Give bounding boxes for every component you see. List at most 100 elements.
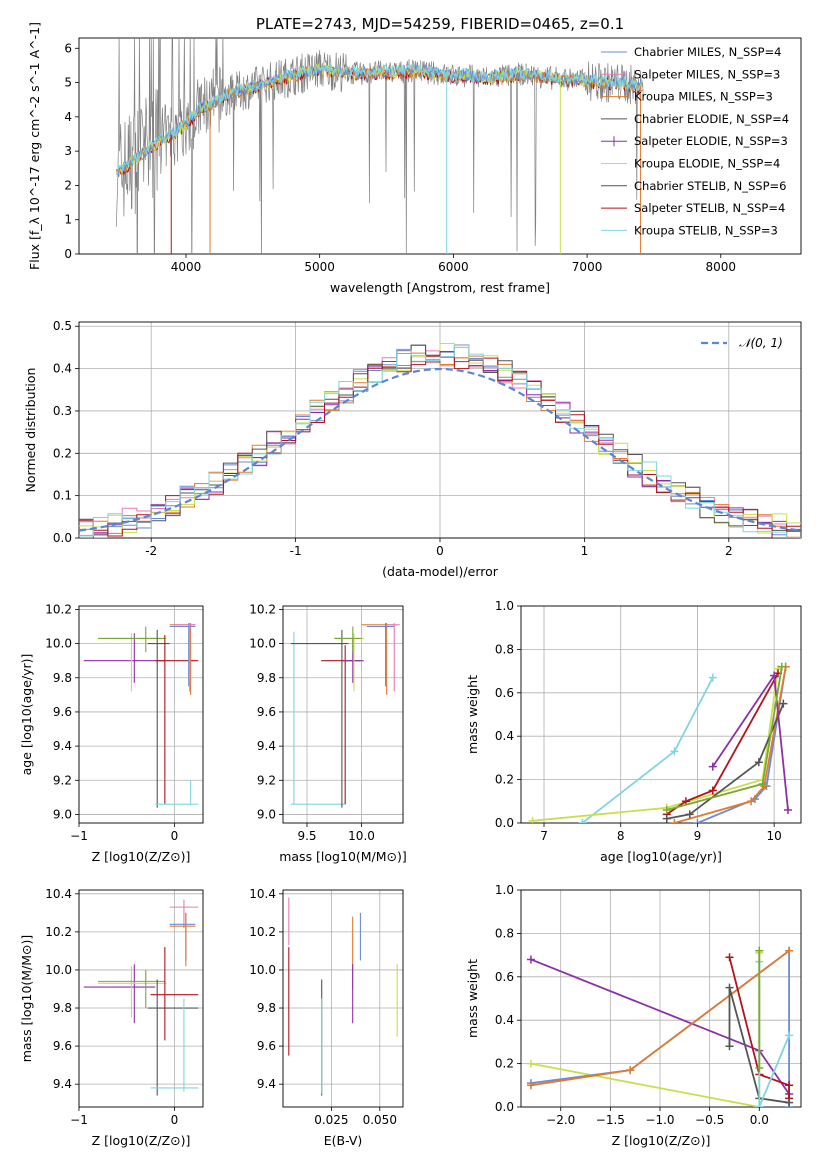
x-tick-label: 4000 bbox=[171, 260, 202, 274]
weight-marker bbox=[670, 819, 679, 823]
y-axis-label: age [log10(age/yr)] bbox=[19, 654, 34, 776]
y-tick-label: 0.3 bbox=[53, 404, 72, 418]
y-tick-label: 9.2 bbox=[53, 773, 72, 787]
y-tick-label: 9.0 bbox=[257, 807, 276, 821]
weight-line-salpeter_stelib bbox=[728, 957, 790, 1099]
weight-marker bbox=[779, 699, 788, 708]
x-tick-label: 9 bbox=[694, 829, 702, 843]
axes-frame bbox=[282, 605, 404, 824]
model-kroupa_stelib bbox=[115, 63, 644, 176]
y-tick-label: 9.4 bbox=[257, 1077, 276, 1091]
y-tick-label: 0.0 bbox=[53, 531, 72, 545]
y-tick-label: 0.0 bbox=[495, 816, 514, 830]
panel-weight_vs_age: 7 8 9 10 0.0 0.2 0.4 0.6 0.8 1.0 age [log10(age/yr… bbox=[465, 599, 802, 864]
x-tick-label: -1 bbox=[290, 544, 302, 558]
legend-label: Chabrier MILES, N_SSP=4 bbox=[634, 45, 781, 59]
y-tick-label: 0 bbox=[64, 247, 72, 261]
axes-frame bbox=[78, 889, 204, 1108]
weight-marker bbox=[747, 797, 756, 806]
x-axis-label: mass [log10(M/M⊙)] bbox=[279, 849, 407, 864]
weight-marker bbox=[777, 662, 786, 671]
legend-label: Chabrier ELODIE, N_SSP=4 bbox=[634, 112, 789, 126]
weight-marker bbox=[708, 673, 717, 682]
y-tick-label: 10.4 bbox=[249, 887, 276, 901]
figure-title: PLATE=2743, MJD=54259, FIBERID=0465, z=0… bbox=[256, 15, 624, 33]
y-tick-label: 0.8 bbox=[495, 926, 514, 940]
y-tick-label: 10.2 bbox=[45, 602, 72, 616]
y-tick-label: 5 bbox=[64, 76, 72, 90]
y-axis-label: mass weight bbox=[465, 675, 480, 754]
weight-marker bbox=[770, 671, 779, 680]
y-tick-label: 0.6 bbox=[495, 686, 514, 700]
axes-frame bbox=[78, 605, 204, 824]
x-axis-label: (data-model)/error bbox=[382, 564, 499, 579]
x-tick-label: 8 bbox=[617, 829, 625, 843]
weight-marker bbox=[708, 762, 717, 771]
x-tick-label: −2.0 bbox=[546, 1113, 575, 1127]
x-tick-label: 8000 bbox=[706, 260, 737, 274]
x-tick-label: 0.025 bbox=[314, 1113, 348, 1127]
legend: 𝒩(0, 1) bbox=[701, 336, 783, 350]
x-axis-label: Z [log10(Z/Z⊙)] bbox=[92, 849, 191, 864]
weight-line-chabrier_miles bbox=[697, 666, 787, 823]
y-tick-label: 9.8 bbox=[53, 1001, 72, 1015]
spectrum-lines bbox=[115, 38, 644, 254]
weight-line-chabrier_stelib bbox=[728, 987, 790, 1104]
y-tick-label: 0.2 bbox=[495, 1057, 514, 1071]
y-tick-label: 9.4 bbox=[53, 1077, 72, 1091]
weight-line-kroupa_stelib bbox=[758, 961, 790, 1107]
y-tick-label: 10.0 bbox=[249, 963, 276, 977]
x-axis-label: Z [log10(Z/Z⊙)] bbox=[612, 1133, 711, 1148]
x-tick-label: −1 bbox=[70, 1113, 88, 1127]
errorbars bbox=[83, 623, 199, 808]
y-tick-label: 9.4 bbox=[53, 739, 72, 753]
errorbars bbox=[288, 897, 398, 1096]
x-tick-label: −1.5 bbox=[596, 1113, 625, 1127]
axes-frame bbox=[520, 889, 802, 1108]
y-tick-label: 1.0 bbox=[495, 883, 514, 897]
x-tick-label: -2 bbox=[145, 544, 157, 558]
y-tick-label: 1.0 bbox=[495, 599, 514, 613]
x-tick-label: 6000 bbox=[438, 260, 469, 274]
legend-label: Chabrier STELIB, N_SSP=6 bbox=[634, 179, 786, 193]
legend-label: Kroupa ELODIE, N_SSP=4 bbox=[634, 157, 780, 171]
weight-marker bbox=[785, 1031, 794, 1040]
y-tick-label: 10.2 bbox=[45, 925, 72, 939]
x-tick-label: 0 bbox=[171, 1113, 179, 1127]
x-tick-label: 0 bbox=[436, 544, 444, 558]
legend-label: Kroupa MILES, N_SSP=3 bbox=[634, 90, 773, 104]
x-tick-label: 1 bbox=[581, 544, 589, 558]
y-tick-label: 10.0 bbox=[249, 637, 276, 651]
x-tick-label: −1 bbox=[70, 829, 88, 843]
weight-marker bbox=[526, 1081, 535, 1090]
weight-marker bbox=[526, 1059, 535, 1068]
y-tick-label: 0.2 bbox=[495, 773, 514, 787]
y-tick-label: 2 bbox=[64, 178, 72, 192]
weight-marker bbox=[578, 819, 587, 823]
weight-marker bbox=[528, 816, 537, 823]
weight-marker bbox=[785, 946, 794, 955]
histograms bbox=[79, 343, 801, 538]
weight-lines bbox=[526, 946, 794, 1107]
weight-marker bbox=[626, 1066, 635, 1075]
weight-marker bbox=[755, 1103, 764, 1107]
y-tick-label: 3 bbox=[64, 144, 72, 158]
gaussian-curve bbox=[79, 367, 801, 532]
y-tick-label: 0.4 bbox=[53, 362, 72, 376]
legend-label: Salpeter ELODIE, N_SSP=3 bbox=[634, 134, 788, 148]
y-tick-label: 9.8 bbox=[257, 671, 276, 685]
x-tick-label: 7 bbox=[540, 829, 548, 843]
legend-label: Salpeter MILES, N_SSP=3 bbox=[634, 67, 780, 81]
panel-age_vs_Z: −1 0 9.0 9.2 9.4 9.6 9.8 10.0 10.2 Z [log10(Z/Z⊙)… bbox=[19, 602, 204, 864]
y-tick-label: 10.0 bbox=[45, 963, 72, 977]
axes-frame bbox=[78, 37, 802, 255]
legend-label: Salpeter STELIB, N_SSP=4 bbox=[634, 201, 785, 215]
panel-weight_vs_Z: −2.0 −1.5 −1.0 −0.5 0.0 0.0 0.2 0.4 0.6 0.8 1.0 Z [… bbox=[465, 883, 802, 1148]
x-tick-label: 0.0 bbox=[750, 1113, 769, 1127]
axes-frame bbox=[282, 889, 404, 1108]
axes-frame bbox=[520, 605, 802, 824]
panel-age_vs_mass: 9.5 10.0 9.0 9.2 9.4 9.6 9.8 10.0 10.2 mass [log1… bbox=[249, 602, 407, 864]
y-tick-label: 9.4 bbox=[257, 739, 276, 753]
x-axis-label: Z [log10(Z/Z⊙)] bbox=[92, 1133, 191, 1148]
